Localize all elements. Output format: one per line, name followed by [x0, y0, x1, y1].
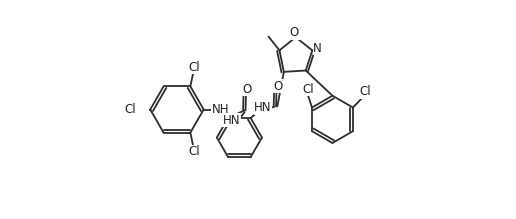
Text: Cl: Cl [188, 145, 200, 158]
Text: HN: HN [254, 101, 272, 114]
Text: Cl: Cl [360, 85, 372, 98]
Text: Cl: Cl [188, 61, 200, 74]
Text: Cl: Cl [124, 103, 136, 116]
Text: Cl: Cl [303, 83, 314, 96]
Text: HN: HN [222, 113, 240, 127]
Text: O: O [273, 80, 282, 93]
Text: O: O [289, 26, 299, 39]
Text: NH: NH [212, 102, 230, 116]
Text: O: O [242, 83, 251, 96]
Text: N: N [313, 42, 322, 55]
